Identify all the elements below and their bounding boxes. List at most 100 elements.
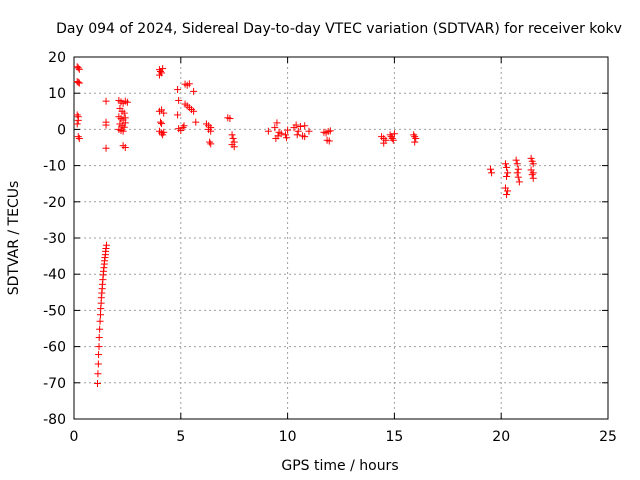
data-point: [283, 134, 291, 142]
data-point: [185, 80, 193, 88]
data-point: [102, 97, 110, 105]
y-tick-label: -70: [43, 376, 66, 392]
data-point: [95, 334, 103, 342]
data-point: [513, 160, 521, 168]
data-point: [96, 325, 104, 333]
data-point: [488, 169, 496, 177]
data-point: [95, 343, 103, 351]
data-point: [74, 64, 82, 72]
data-point: [271, 124, 279, 132]
data-point: [501, 160, 509, 168]
data-point: [390, 130, 398, 138]
data-point: [387, 133, 395, 141]
data-point: [264, 127, 272, 135]
data-point: [277, 130, 285, 138]
y-tick-label: -30: [43, 231, 66, 247]
data-point: [174, 111, 182, 119]
data-point: [529, 160, 537, 168]
data-point: [326, 127, 334, 135]
data-point: [230, 143, 238, 151]
data-point: [155, 71, 163, 79]
data-point: [305, 127, 313, 135]
data-point: [102, 241, 110, 249]
data-point: [74, 78, 82, 86]
data-point: [504, 169, 512, 177]
data-point: [121, 119, 129, 127]
data-point: [75, 79, 83, 87]
data-point: [94, 360, 102, 368]
data-point: [119, 127, 127, 135]
data-point: [272, 134, 280, 142]
data-point: [160, 109, 168, 117]
data-point: [514, 165, 522, 173]
data-point: [503, 191, 511, 199]
data-point: [503, 163, 511, 171]
x-tick-label: 5: [176, 429, 185, 445]
x-tick-label: 25: [599, 429, 617, 445]
data-point: [503, 172, 511, 180]
data-point: [325, 137, 333, 145]
data-point: [190, 107, 198, 115]
data-point: [504, 187, 512, 195]
x-tick-label: 20: [492, 429, 510, 445]
x-tick-label: 10: [279, 429, 297, 445]
axis-ticks: 0 5 10 15 20 25 20 10 0 -10 -20 -30 -40 -50 -60 -70 -80: [43, 50, 617, 445]
data-point: [389, 136, 397, 144]
y-tick-label: 20: [48, 50, 66, 66]
data-point: [121, 144, 129, 151]
y-tick-label: -40: [43, 267, 66, 283]
data-point: [73, 111, 81, 119]
data-point: [527, 154, 535, 162]
data-point: [228, 131, 236, 139]
data-point: [120, 123, 128, 131]
y-tick-label: 10: [48, 86, 66, 102]
data-point: [515, 178, 523, 186]
data-point: [158, 120, 166, 128]
data-point: [487, 165, 495, 173]
data-point: [207, 127, 215, 135]
y-tick-label: -80: [43, 412, 66, 428]
data-point: [207, 140, 215, 148]
data-point: [301, 133, 309, 141]
y-tick-label: -50: [43, 303, 66, 319]
data-point: [273, 119, 281, 127]
data-point: [388, 134, 396, 142]
x-tick-label: 0: [70, 429, 79, 445]
data-point: [96, 311, 104, 319]
data-point: [180, 122, 188, 130]
data-point: [157, 118, 165, 126]
data-point: [410, 131, 418, 139]
data-point: [386, 131, 394, 139]
data-point: [380, 139, 388, 147]
data-point: [514, 173, 522, 181]
data-point: [102, 144, 110, 152]
data-point: [284, 126, 292, 134]
data-point: [411, 138, 419, 146]
y-tick-label: -20: [43, 195, 66, 211]
data-point: [75, 134, 83, 142]
data-point: [160, 128, 168, 136]
data-point: [292, 121, 300, 129]
data-point: [529, 174, 537, 182]
data-point: [296, 123, 304, 131]
data-point: [206, 138, 214, 146]
data-point: [120, 109, 128, 117]
data-point: [102, 121, 110, 129]
x-axis-title: GPS time / hours: [281, 458, 398, 474]
grid: [74, 57, 608, 419]
y-tick-label: -60: [43, 340, 66, 356]
data-point: [294, 127, 302, 135]
data-point: [190, 87, 198, 95]
data-point: [226, 115, 234, 123]
y-tick-label: -10: [43, 159, 66, 175]
data-point: [174, 86, 182, 94]
data-point: [281, 131, 289, 139]
data-point: [96, 317, 104, 325]
data-point: [95, 351, 103, 359]
y-tick-label: 0: [57, 122, 66, 138]
data-point: [74, 133, 82, 141]
data-point: [159, 65, 167, 73]
data-point: [293, 131, 301, 139]
data-point: [73, 120, 81, 128]
